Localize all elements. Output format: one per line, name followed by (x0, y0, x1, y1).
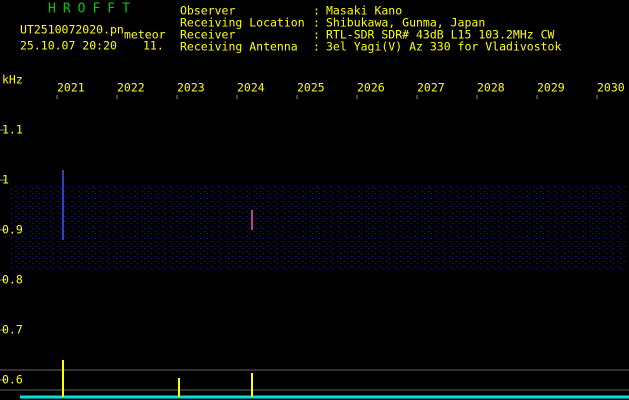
y-tick-label: 0.6 (2, 373, 23, 387)
datetime: 25.10.07 20:20 (20, 39, 117, 53)
field-value: 3el Yagi(V) Az 330 for Vladivostok (326, 40, 561, 54)
y-tick-label: 0.8 (2, 273, 23, 287)
field-label: Receiving Antenna (180, 40, 298, 54)
field-value: Masaki Kano (326, 4, 402, 18)
x-tick-label: 2022 (117, 81, 145, 95)
y-tick-label: 1.1 (2, 123, 23, 137)
field-label: Observer (180, 4, 235, 18)
x-tick-label: 2021 (57, 81, 85, 95)
axes: 0.6 0.7 0.8 0.9 1 1.1 2021 2022 2023 2024 2025 2026… (0, 81, 625, 387)
field-separator: : (313, 4, 320, 18)
tag: meteor (124, 28, 166, 42)
field-separator: : (313, 16, 320, 30)
app-name: HROFFT (48, 2, 137, 17)
field-value: Shibukawa, Gunma, Japan (326, 16, 485, 30)
x-tick-label: 2025 (297, 81, 325, 95)
x-tick-label: 2023 (177, 81, 205, 95)
x-tick-label: 2026 (357, 81, 385, 95)
x-tick-label: 2024 (237, 81, 265, 95)
field-value: RTL-SDR SDR# 43dB L15 103.2MHz CW (326, 28, 555, 42)
y-axis-label: kHz (2, 73, 23, 87)
field-label: Receiver (180, 28, 235, 42)
x-tick-label: 2029 (537, 81, 565, 95)
x-tick-label: 2027 (417, 81, 445, 95)
y-tick-label: 0.7 (2, 323, 23, 337)
field-label: Receiving Location (180, 16, 305, 30)
x-tick-label: 2030 (597, 81, 625, 95)
file-name: UT2510072020.pn (20, 23, 124, 37)
field-separator: : (313, 28, 320, 42)
y-tick-label: 0.9 (2, 223, 23, 237)
count: 11. (143, 39, 164, 53)
noise-band (10, 185, 625, 270)
y-tick-label: 1 (2, 173, 9, 187)
field-separator: : (313, 40, 320, 54)
x-tick-label: 2028 (477, 81, 505, 95)
fields: Observer: Masaki Kano Receiving Location: S… (180, 4, 561, 54)
